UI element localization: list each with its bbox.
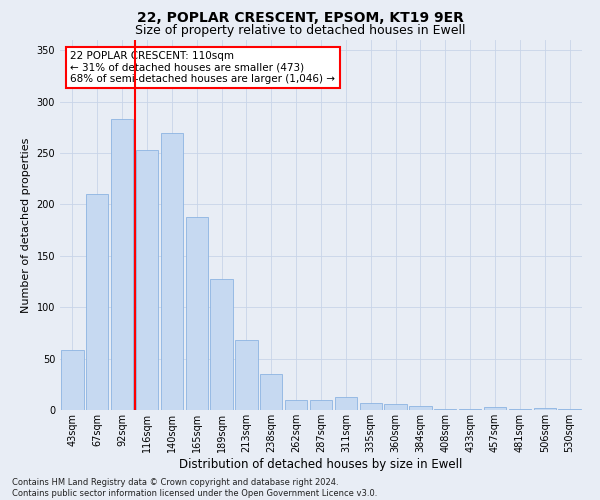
Bar (484, 407, 506, 410)
Bar (235, 340, 257, 410)
Bar (260, 374, 283, 410)
Bar (61, 350, 83, 410)
Bar (359, 403, 382, 410)
Bar (136, 150, 158, 410)
Bar (385, 404, 407, 410)
Bar (434, 409, 457, 410)
Text: 22, POPLAR CRESCENT, EPSOM, KT19 9ER: 22, POPLAR CRESCENT, EPSOM, KT19 9ER (137, 11, 463, 25)
X-axis label: Distribution of detached houses by size in Ewell: Distribution of detached houses by size … (179, 458, 463, 470)
Bar (211, 280, 233, 410)
Y-axis label: Number of detached properties: Number of detached properties (21, 138, 31, 312)
Bar (185, 217, 208, 410)
Bar (335, 396, 357, 410)
Bar (86, 194, 109, 410)
Text: Size of property relative to detached houses in Ewell: Size of property relative to detached ho… (135, 24, 465, 37)
Text: 22 POPLAR CRESCENT: 110sqm
← 31% of detached houses are smaller (473)
68% of sem: 22 POPLAR CRESCENT: 110sqm ← 31% of deta… (70, 51, 335, 84)
Bar (285, 400, 307, 410)
Bar (509, 409, 531, 410)
Bar (559, 409, 581, 410)
Bar (459, 409, 481, 410)
Text: Contains HM Land Registry data © Crown copyright and database right 2024.
Contai: Contains HM Land Registry data © Crown c… (12, 478, 377, 498)
Bar (111, 119, 133, 410)
Bar (161, 132, 183, 410)
Bar (533, 408, 556, 410)
Bar (409, 406, 431, 410)
Bar (310, 400, 332, 410)
